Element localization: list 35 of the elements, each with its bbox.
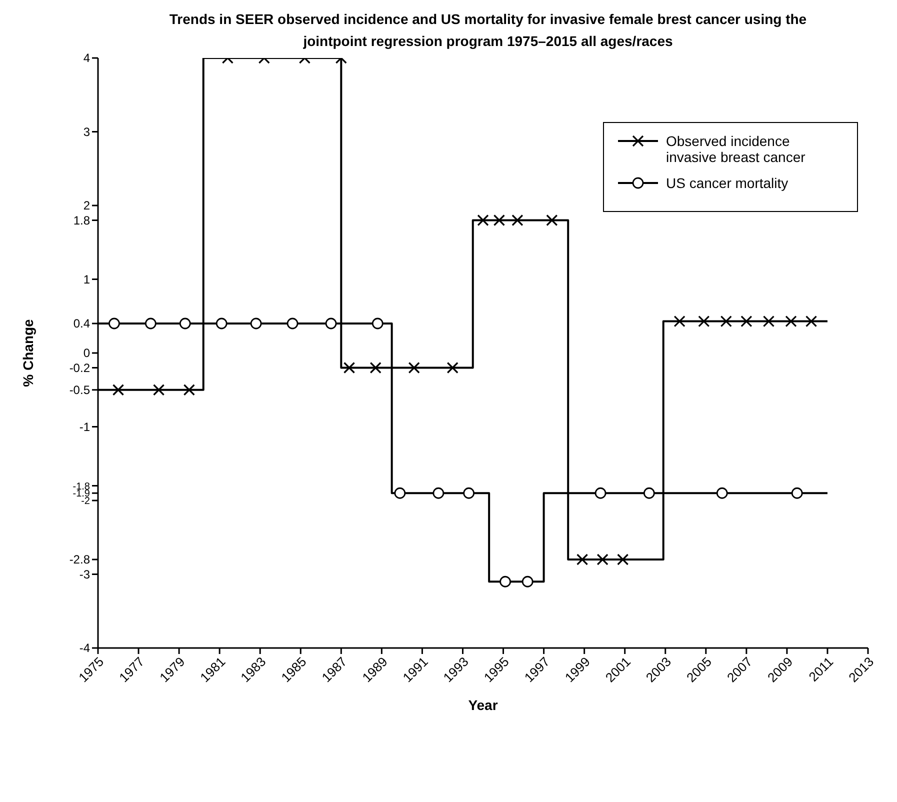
y-tick-label: 1 [83,272,90,286]
point [250,318,262,330]
point [463,487,475,499]
point [643,487,655,499]
point [594,487,606,499]
y-tick-label: -4 [79,641,90,656]
point [716,487,728,499]
point [144,318,156,330]
point [325,318,337,330]
y-tick-label: 1.8 [73,213,90,228]
point [500,576,511,588]
y-tick-label: 0 [83,346,90,360]
y-tick-label: 3 [83,124,90,139]
y-tick-label: -3 [79,567,90,582]
point [432,487,444,499]
point [179,318,191,330]
x-axis-title: Year [468,697,498,713]
y-tick-label: -1 [79,420,90,434]
y-tick-label: 0.4 [73,316,90,331]
point [216,318,228,330]
y-axis-title: % Change [20,318,36,387]
legend-label: US cancer mortality [666,175,788,191]
point [108,318,120,330]
point [522,576,534,588]
y-tick-label: -2.8 [69,552,90,567]
y-tick-label: 2 [83,198,90,213]
y-tick-label: -0.5 [69,383,90,398]
chart-title: Trends in SEER observed incidence and US mortality for invasive female brest cancer using the jointpoint regression program 1975–2015 all ages/races [168,10,808,51]
y-tick-label: -0.2 [69,360,90,375]
point [372,318,384,330]
point [791,487,803,499]
point [286,318,298,330]
legend-label: Observed incidence invasive breast cancer [666,133,806,165]
point [394,487,406,499]
y-tick-label: 4 [83,51,90,66]
